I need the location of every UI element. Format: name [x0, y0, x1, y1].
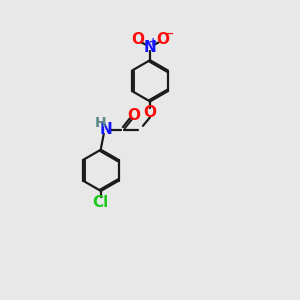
- Text: O: O: [131, 32, 144, 47]
- Text: N: N: [144, 40, 156, 55]
- Text: +: +: [149, 37, 158, 46]
- Text: Cl: Cl: [93, 195, 109, 210]
- Text: O: O: [127, 108, 140, 123]
- Text: O: O: [156, 32, 169, 47]
- Text: O: O: [143, 105, 157, 120]
- Text: H: H: [95, 116, 106, 130]
- Text: −: −: [164, 28, 174, 38]
- Text: N: N: [100, 122, 112, 137]
